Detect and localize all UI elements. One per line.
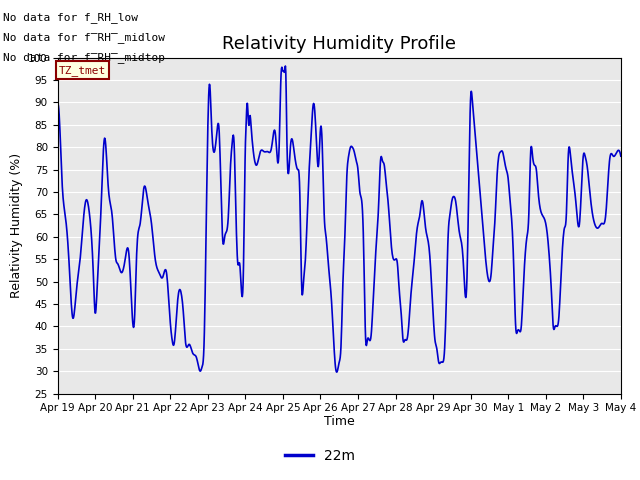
Text: No data for f̅RH̅_midlow: No data for f̅RH̅_midlow [3,32,165,43]
Text: No data for f_RH_low: No data for f_RH_low [3,12,138,23]
Text: No data for f̅RH̅_midtop: No data for f̅RH̅_midtop [3,52,165,63]
X-axis label: Time: Time [324,415,355,428]
Title: Relativity Humidity Profile: Relativity Humidity Profile [222,35,456,53]
Text: TZ_tmet: TZ_tmet [59,65,106,76]
Y-axis label: Relativity Humidity (%): Relativity Humidity (%) [10,153,22,298]
Legend: 22m: 22m [280,443,360,468]
